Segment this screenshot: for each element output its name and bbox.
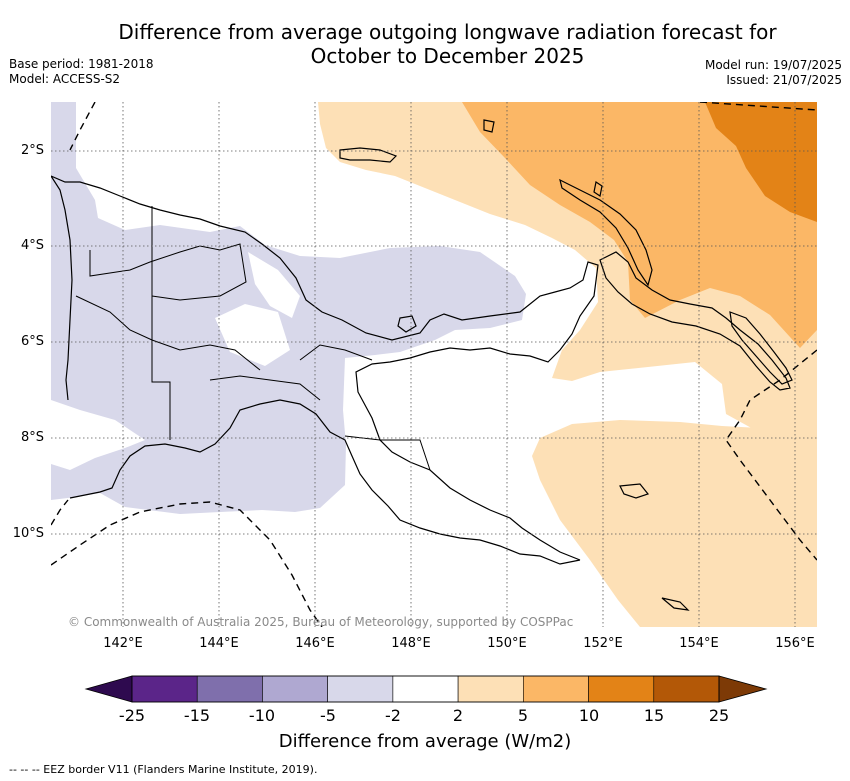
west-coast-segment: [51, 175, 73, 401]
colorbar-tick-6: 5: [517, 706, 529, 725]
chart-title: Difference from average outgoing longwav…: [80, 20, 815, 68]
bougainville-island: [729, 311, 793, 385]
graticule: [51, 102, 817, 627]
small-island-3: [661, 597, 690, 611]
province-boundary-3: [209, 375, 321, 401]
lat-label-4s: 4°S: [20, 238, 44, 253]
lon-label-150e: 150°E: [487, 636, 527, 651]
province-boundary-4: [344, 435, 431, 471]
small-island-2: [619, 483, 650, 499]
map-area: [51, 102, 817, 627]
colorbar-tick-4: -2: [385, 706, 401, 725]
province-boundary-5: [299, 344, 373, 361]
colorbar-tick-2: -10: [248, 706, 276, 725]
positive-anomaly-region-5-10: [462, 102, 817, 348]
lat-label-8s: 8°S: [20, 430, 44, 445]
small-island-1: [397, 315, 417, 333]
lon-label-146e: 146°E: [295, 636, 335, 651]
manus-island: [339, 147, 398, 163]
issued-text: Issued: 21/07/2025: [726, 73, 842, 87]
colorbar-title: Difference from average (W/m2): [278, 731, 572, 752]
lat-label-10s: 10°S: [12, 526, 44, 541]
eez-border-south: [51, 501, 323, 627]
copyright-notice: © Commonwealth of Australia 2025, Bureau…: [68, 615, 574, 629]
colorbar-outline: [131, 675, 720, 703]
colorbar-over-arrow: [718, 675, 768, 703]
lat-label-6s: 6°S: [20, 334, 44, 349]
meta-right: Model run: 19/07/2025 Issued: 21/07/2025: [705, 58, 842, 88]
new-ireland-island: [559, 178, 653, 287]
model-text: Model: ACCESS-S2: [9, 72, 121, 86]
lat-label-2s: 2°S: [20, 143, 44, 158]
title-line-2: October to December 2025: [310, 44, 585, 68]
lon-label-156e: 156°E: [775, 636, 815, 651]
colorbar-box-8: [653, 675, 720, 703]
small-island-4: [483, 119, 495, 133]
eez-footnote: -- -- -- EEZ border V11 (Flanders Marine…: [9, 763, 318, 776]
colorbar-tick-5: 2: [452, 706, 464, 725]
model-run-text: Model run: 19/07/2025: [704, 58, 842, 72]
neutral-gap-south: [51, 400, 145, 470]
title-line-1: Difference from average outgoing longwav…: [118, 20, 777, 44]
colorbar-tick-0: -25: [118, 706, 146, 725]
colorbar-box-5: [457, 675, 524, 703]
lon-label-148e: 148°E: [391, 636, 431, 651]
lon-label-152e: 152°E: [583, 636, 623, 651]
png-indonesia-border: [151, 206, 171, 440]
meta-left: Base period: 1981-2018 Model: ACCESS-S2: [9, 57, 154, 87]
coastlines: [51, 119, 793, 611]
colorbar-under-arrow: [84, 675, 133, 703]
base-period-text: Base period: 1981-2018: [9, 57, 154, 71]
eez-border-southwest: [51, 499, 69, 526]
colorbar-tick-3: -5: [320, 706, 336, 725]
colorbar-tick-9: 25: [708, 706, 730, 725]
colorbar-box-4: [392, 675, 459, 703]
neutral-gap-north: [248, 252, 300, 318]
colorbar-box-3: [327, 675, 394, 703]
lon-label-144e: 144°E: [199, 636, 239, 651]
eez-border-northeast: [699, 102, 817, 111]
boundaries: [75, 206, 431, 471]
colorbar-box-6: [523, 675, 589, 703]
small-island-5: [593, 181, 603, 197]
colorbar: [84, 675, 768, 703]
colorbar-box-0: [131, 675, 198, 703]
neutral-gap-interior: [215, 304, 290, 366]
lon-label-142e: 142°E: [103, 636, 143, 651]
province-boundary-2: [75, 295, 261, 371]
lon-label-154e: 154°E: [679, 636, 719, 651]
positive-anomaly-region-10-15: [705, 102, 817, 222]
eez-borders: [51, 102, 817, 627]
colorbar-tick-7: 10: [578, 706, 600, 725]
colorbar-box-2: [262, 675, 328, 703]
colorbar-tick-1: -15: [183, 706, 211, 725]
new-guinea-north-coast: [51, 175, 599, 561]
new-britain-island: [599, 251, 791, 391]
colorbar-box-7: [588, 675, 655, 703]
colorbar-tick-8: 15: [643, 706, 665, 725]
colorbar-box-1: [196, 675, 263, 703]
colorbar-boxes: [131, 675, 720, 703]
new-guinea-south-coast: [69, 399, 581, 565]
